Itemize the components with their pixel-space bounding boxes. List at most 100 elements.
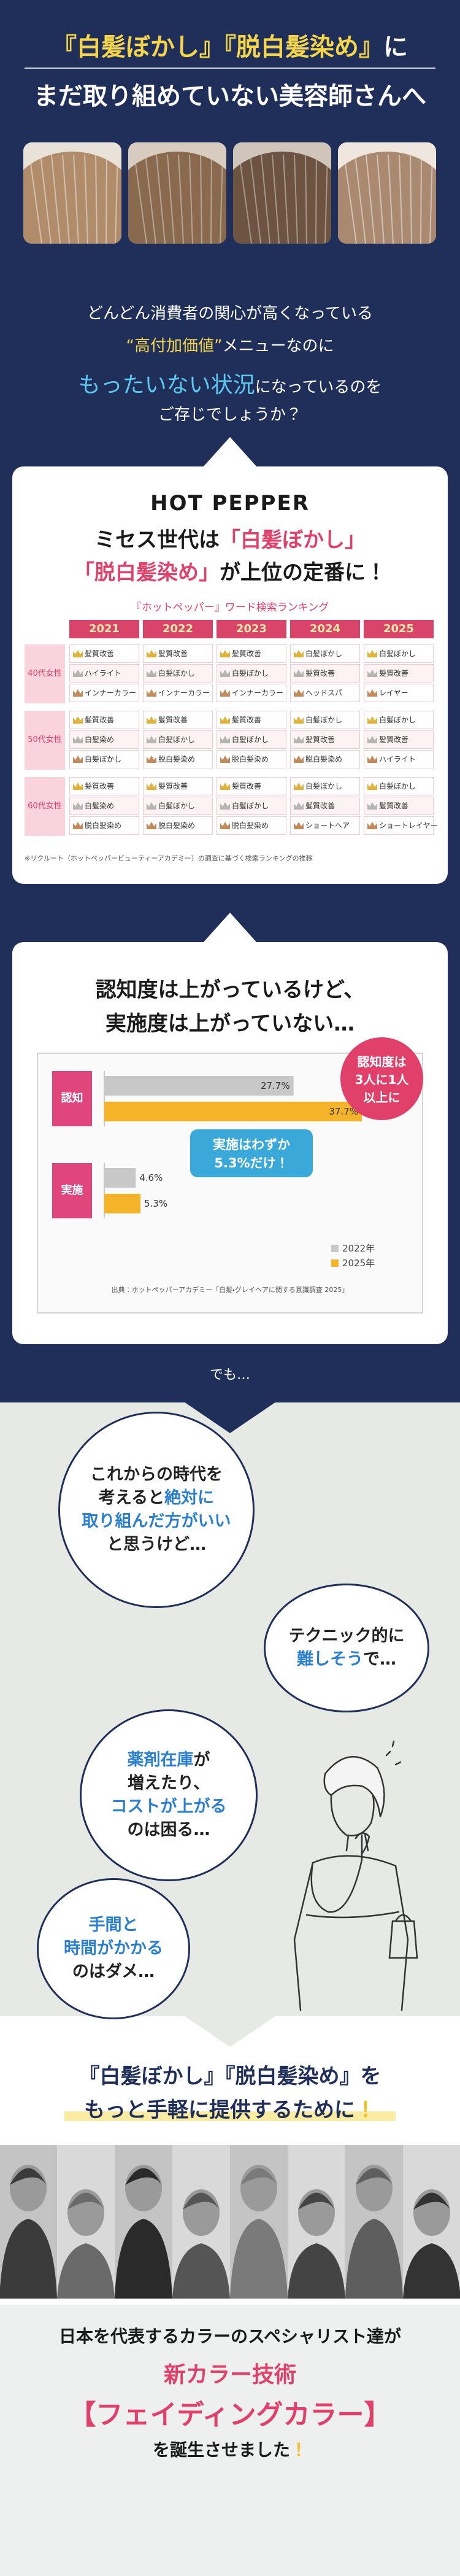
crown-icon xyxy=(294,716,304,724)
crown xyxy=(147,783,156,790)
text-segment: になっているのを xyxy=(255,378,382,396)
crown xyxy=(367,802,377,810)
hair-strand xyxy=(366,154,375,244)
hair-strand xyxy=(261,154,270,244)
arm xyxy=(310,1834,363,1913)
source-note: 出典：ホットペッパーアカデミー「白髪・グレイヘアに関する意識調査 2025」 xyxy=(112,1285,349,1294)
crown xyxy=(147,822,156,829)
specialist-photo xyxy=(0,2145,57,2299)
hair xyxy=(413,2192,450,2210)
specialist-photo xyxy=(288,2145,345,2299)
photo-art xyxy=(128,152,226,244)
rank-cell: 髪質改善 xyxy=(290,730,360,749)
text-segment: 取り組んだ方がいい xyxy=(82,1512,231,1531)
text-segment: 難しそう xyxy=(297,1650,363,1669)
hand xyxy=(355,1832,370,1855)
rank-text: 白髪ぼかし xyxy=(379,649,416,658)
card-heading: 「脱白髪染め」が上位の定番に！ xyxy=(0,555,460,586)
bar xyxy=(104,1194,141,1213)
category-box xyxy=(52,1071,92,1126)
transition-text: でも… xyxy=(209,1367,250,1383)
crown-icon xyxy=(147,822,156,829)
intro-line: “高付加価値”メニューなのに xyxy=(0,333,460,356)
hair-strand xyxy=(355,154,366,244)
rank-text: インナーカラー xyxy=(85,689,137,697)
rank-text: 髪質改善 xyxy=(85,782,115,791)
hair-photo xyxy=(338,142,436,244)
text-segment: 『白髪ぼかし』『脱白髪染め』 xyxy=(52,33,383,61)
crown xyxy=(147,716,156,724)
rank-cell: 白髪ぼかし xyxy=(143,664,213,683)
card-heading: ミセス世代は「白髪ぼかし」 xyxy=(0,523,460,553)
card-heading: 認知度は上がっているけど、 xyxy=(95,978,365,1002)
hair-strand xyxy=(324,154,328,244)
rank-text: ショートレイヤー xyxy=(379,821,438,830)
text-segment: 絶対に xyxy=(164,1488,215,1508)
navy-notch xyxy=(184,1402,276,1433)
hair-strand xyxy=(145,154,156,244)
value-label: 4.6% xyxy=(139,1172,163,1183)
rank-text: 髪質改善 xyxy=(158,716,188,724)
crown xyxy=(147,756,156,763)
hair-strand xyxy=(95,154,98,244)
hair-strand xyxy=(62,154,70,244)
face xyxy=(330,1794,375,1837)
title-line: まだ取り組めていない美容師さんへ xyxy=(34,82,426,110)
hair-strand xyxy=(305,154,307,244)
hair-strand xyxy=(73,154,79,244)
rank-cell: ハイライト xyxy=(69,664,139,683)
rank-cell: 髪質改善 xyxy=(217,777,286,795)
crown xyxy=(294,670,304,677)
rank-text: ヘッドスパ xyxy=(305,689,343,697)
rank-cell: 脱白髪染め xyxy=(143,750,213,768)
rank-cell: 髪質改善 xyxy=(364,664,434,683)
bubble-line: 手間と xyxy=(89,1914,139,1937)
rank-text: 髪質改善 xyxy=(305,669,335,678)
rank-text: 髪質改善 xyxy=(379,735,409,744)
rank-cell: 白髪ぼかし xyxy=(290,644,360,663)
text-segment: テクニック的に xyxy=(288,1626,405,1646)
hair xyxy=(10,2168,47,2185)
rank-cell: 脱白髪染め xyxy=(290,750,360,768)
crown-icon xyxy=(73,822,83,829)
rank-text: インナーカラー xyxy=(158,689,210,697)
crown-icon xyxy=(367,650,377,657)
age-label: 50代女性 xyxy=(25,711,65,770)
crown xyxy=(367,822,377,829)
text-segment: どんどん消費者の関心が高くなっている xyxy=(87,304,373,323)
shoulders xyxy=(0,2219,57,2299)
card-notch xyxy=(202,437,258,468)
rank-cell: 髪質改善 xyxy=(69,644,139,663)
hair-strand xyxy=(410,154,412,244)
specialist-photo xyxy=(230,2145,288,2299)
text-segment: もったいない状況 xyxy=(78,373,255,398)
text-segment: 手間と xyxy=(88,1916,139,1935)
rank-text: 髪質改善 xyxy=(158,782,188,791)
callout-circle: 認知度は 3人に1人 以上に xyxy=(340,1037,423,1120)
rank-cell: 白髪ぼかし xyxy=(143,797,213,815)
crown xyxy=(147,736,156,743)
bubble-line: のは困る… xyxy=(128,1819,210,1842)
crown xyxy=(220,756,230,763)
bar xyxy=(104,1102,362,1121)
hair-strand xyxy=(105,154,107,244)
body xyxy=(293,1855,409,2011)
rank-text: 白髪ぼかし xyxy=(232,802,269,810)
rank-text: 髪質改善 xyxy=(232,649,262,658)
crown xyxy=(294,716,304,724)
crown-icon xyxy=(367,802,377,810)
crown xyxy=(73,670,83,677)
intro-line: どんどん消費者の関心が高くなっている xyxy=(0,301,460,323)
specialist-photo xyxy=(115,2145,172,2299)
age-label: 40代女性 xyxy=(25,644,65,703)
hair xyxy=(356,2168,393,2185)
crown xyxy=(147,650,156,657)
crown xyxy=(73,756,83,763)
crown xyxy=(220,736,230,743)
crown xyxy=(220,783,230,790)
crown-icon xyxy=(147,650,156,657)
closing-line: を誕生させました！ xyxy=(0,2437,460,2461)
crown-icon xyxy=(367,716,377,724)
legend-label: 2022年 xyxy=(342,1243,375,1254)
